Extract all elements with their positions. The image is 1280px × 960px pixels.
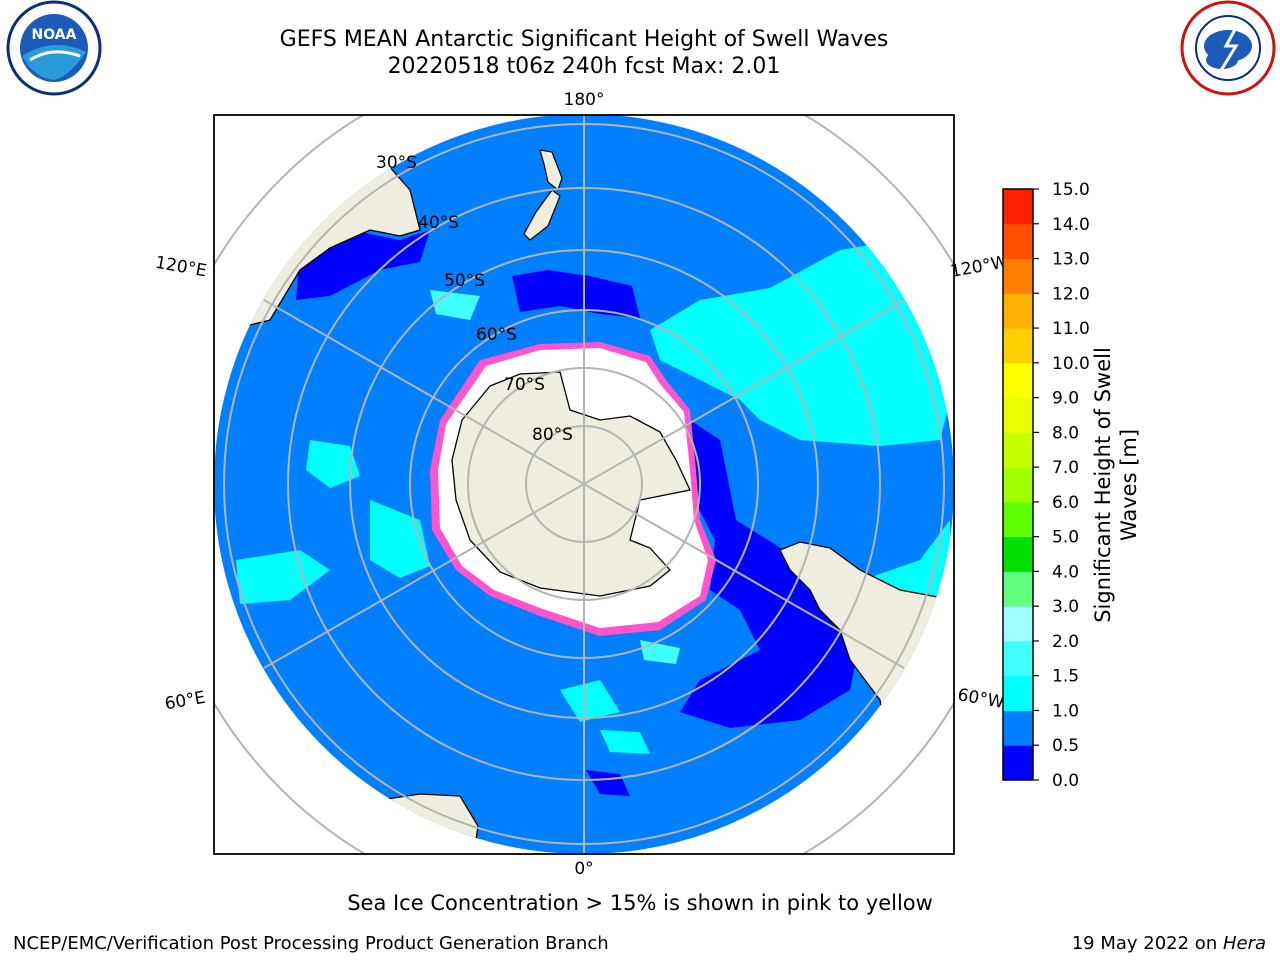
footer-machine: Hera	[1222, 933, 1266, 954]
colorbar-tick-label: 7.0	[1052, 458, 1079, 478]
colorbar-tick-label: 15.0	[1052, 180, 1090, 200]
colorbar-tick-label: 13.0	[1052, 250, 1090, 270]
swell-region-low-2	[512, 270, 640, 318]
colorbar-tick-label: 3.0	[1052, 597, 1079, 617]
swell-region-low-3	[680, 420, 860, 728]
swell-region-mid-4	[306, 440, 360, 488]
sea-ice-note: Sea Ice Concentration > 15% is shown in …	[347, 891, 933, 915]
colorbar-tick-label: 1.5	[1052, 667, 1079, 687]
lon-label-120e: 120°E	[154, 253, 208, 282]
lat-label-30s: 30°S	[376, 153, 417, 173]
colorbar-swatch	[1003, 328, 1033, 364]
footer-date: 19 May 2022 on Hera	[1072, 933, 1266, 954]
colorbar-swatch	[1003, 571, 1033, 607]
colorbar-swatch	[1003, 501, 1033, 538]
colorbar-swatch	[1003, 536, 1033, 572]
colorbar-tick-label: 10.0	[1052, 354, 1090, 374]
swell-region-mid-6	[600, 730, 650, 754]
colorbar-tick-label: 8.0	[1052, 423, 1079, 443]
colorbar-label-line1: Significant Height of Swell	[1091, 347, 1115, 623]
lon-label-180: 180°	[564, 90, 605, 110]
lat-label-80s: 80°S	[532, 425, 573, 445]
lat-label-50s: 50°S	[444, 271, 485, 291]
colorbar-swatch	[1003, 745, 1033, 781]
colorbar-swatch	[1003, 223, 1033, 260]
colorbar-tick-label: 4.0	[1052, 562, 1079, 582]
colorbar-tick-label: 6.0	[1052, 493, 1079, 513]
colorbar-swatch	[1003, 362, 1033, 399]
footer-date-text: 19 May 2022 on	[1071, 933, 1223, 954]
noaa-logo: NOAA	[6, 0, 102, 96]
colorbar: 0.0 0.5 1.0 1.5 2.0 3.0 4.0 5.0 6.0 7.0 8.0 9.0 10.0…	[1002, 180, 1090, 791]
nws-logo	[1180, 0, 1276, 96]
colorbar-swatch	[1003, 189, 1033, 225]
colorbar-tick-label: 14.0	[1052, 215, 1090, 235]
map-border	[213, 114, 955, 855]
colorbar-tick-label: 9.0	[1052, 389, 1079, 409]
colorbar-swatch	[1003, 293, 1033, 329]
colorbar-swatch	[1003, 675, 1033, 711]
colorbar-label-line2: Waves [m]	[1117, 428, 1141, 542]
lat-label-60s: 60°S	[476, 325, 517, 345]
swell-region-mid-5	[560, 680, 620, 722]
colorbar-tick-label: 2.0	[1052, 632, 1079, 652]
colorbar-swatch	[1003, 258, 1033, 294]
graticule	[214, 115, 954, 854]
lon-label-0: 0°	[574, 859, 593, 879]
colorbar-label: Significant Height of Swell Waves [m]	[1090, 347, 1142, 623]
swell-region-mid-3	[236, 550, 330, 604]
colorbar-swatch	[1003, 640, 1033, 677]
colorbar-tick-label: 12.0	[1052, 284, 1090, 304]
lon-label-60w: 60°W	[956, 685, 1006, 713]
colorbar-tick-label: 0.5	[1052, 736, 1079, 756]
lat-label-40s: 40°S	[418, 213, 459, 233]
lat-label-70s: 70°S	[504, 375, 545, 395]
lon-label-120w: 120°W	[949, 252, 1010, 282]
colorbar-tick-label: 0.0	[1052, 771, 1079, 791]
chart-subtitle: 20220518 t06z 240h fcst Max: 2.01	[387, 54, 781, 79]
footer-branch: NCEP/EMC/Verification Post Processing Pr…	[13, 933, 609, 954]
swell-region-mid-1	[650, 240, 950, 446]
colorbar-swatch	[1003, 432, 1033, 468]
colorbar-swatch	[1003, 397, 1033, 433]
colorbar-frame	[1002, 188, 1034, 781]
swell-region-low-4	[586, 770, 630, 796]
colorbar-swatch	[1003, 467, 1033, 503]
lon-label-60e: 60°E	[163, 688, 207, 715]
colorbar-tick-label: 11.0	[1052, 319, 1090, 339]
colorbar-swatch	[1003, 606, 1033, 642]
land-nz-south	[523, 189, 561, 241]
colorbar-swatch	[1003, 710, 1033, 746]
chart-title: GEFS MEAN Antarctic Significant Height o…	[279, 27, 889, 52]
swell-region-mid-2	[370, 500, 430, 578]
colorbar-tick-label: 1.0	[1052, 701, 1079, 721]
noaa-logo-text: NOAA	[32, 27, 77, 43]
colorbar-tick-label: 5.0	[1052, 528, 1079, 548]
